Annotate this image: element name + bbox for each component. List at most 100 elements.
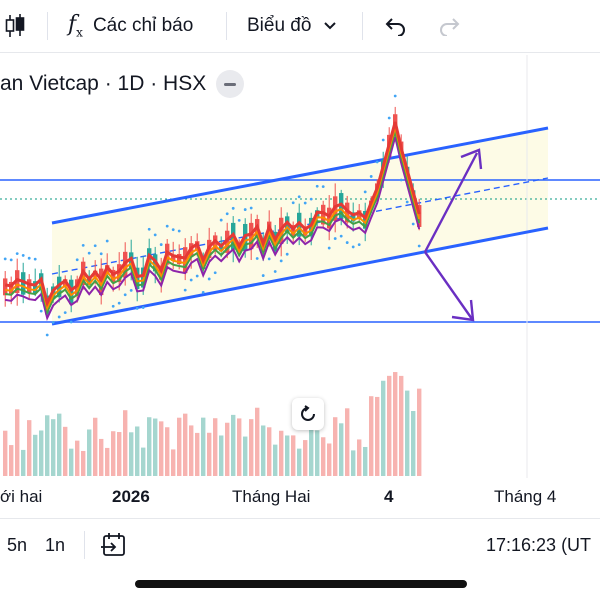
psar-dot: [237, 219, 241, 222]
undo-button[interactable]: [383, 0, 407, 52]
ma-orange-line: [5, 126, 421, 311]
psar-dot: [105, 239, 109, 243]
candle-body: [303, 226, 308, 236]
psar-dot: [195, 274, 199, 278]
psar-dot: [249, 206, 253, 210]
psar-dot: [207, 277, 211, 281]
psar-dot: [45, 333, 49, 337]
psar-dot: [267, 257, 271, 261]
psar-dot: [201, 290, 205, 294]
psar-dot: [309, 197, 313, 201]
volume-bar: [123, 410, 128, 476]
price-chart[interactable]: [0, 53, 600, 508]
volume-bar: [357, 439, 362, 476]
reset-chart-button[interactable]: [292, 398, 324, 430]
range-5n-label: 5n: [7, 534, 28, 555]
home-indicator: [135, 580, 467, 588]
chevron-down-icon: [324, 22, 337, 30]
psar-dot: [321, 185, 325, 189]
candle-body: [27, 279, 32, 294]
volume-bar: [291, 435, 296, 476]
psar-dot: [75, 258, 79, 262]
psar-dot: [399, 178, 403, 182]
psar-dot: [123, 293, 127, 297]
psar-dot: [405, 200, 409, 204]
candle-body: [9, 281, 14, 294]
candle-body: [33, 281, 38, 294]
psar-dot: [63, 311, 67, 315]
range-1n-button[interactable]: 1n: [45, 519, 65, 571]
symbol-header[interactable]: an Vietcap · 1D · HSX: [0, 70, 245, 98]
time-axis-label: ới hai: [0, 487, 43, 506]
ma-purple-line: [5, 136, 421, 321]
time-axis-label: Tháng 4: [494, 487, 557, 506]
volume-bar: [393, 372, 398, 476]
redo-button[interactable]: [438, 0, 462, 52]
psar-dot: [225, 212, 229, 216]
candle-body: [249, 222, 254, 250]
psar-dot: [51, 321, 55, 324]
psar-dot: [273, 270, 277, 273]
calendar-arrow-icon: [101, 533, 125, 556]
volume-bar: [375, 396, 380, 476]
volume-bar: [165, 427, 170, 476]
volume-bar: [147, 417, 152, 476]
volume-bar: [99, 438, 104, 476]
psar-dot: [303, 201, 307, 205]
psar-dot: [279, 259, 283, 263]
psar-dot: [135, 307, 139, 310]
range-5n-button[interactable]: 5n: [7, 519, 27, 571]
symbol-title: an Vietcap · 1D · HSX: [0, 72, 207, 95]
chart-type-button[interactable]: Biểu đồ: [247, 0, 337, 52]
psar-dot: [231, 206, 235, 210]
psar-dot: [261, 274, 265, 277]
ma-green-line: [5, 130, 421, 315]
volume-bar: [333, 417, 338, 476]
psar-dot: [177, 229, 181, 233]
psar-dots: [3, 94, 421, 337]
volume-bar: [117, 432, 122, 476]
psar-dot: [243, 208, 247, 211]
volume-bar: [237, 418, 242, 476]
psar-dot: [27, 256, 31, 260]
psar-dot: [111, 304, 115, 308]
volume-bar: [231, 414, 236, 476]
ma-red-line: [4, 121, 421, 308]
volume-bar: [345, 408, 350, 476]
volume-bar: [297, 448, 302, 476]
chart-type-label: Biểu đồ: [247, 15, 312, 36]
volume-bars: [3, 372, 422, 476]
psar-dot: [183, 288, 187, 292]
psar-dot: [285, 252, 289, 256]
psar-dot: [369, 175, 373, 178]
clock-timezone[interactable]: 17:16:23 (UT: [486, 519, 591, 571]
psar-dot: [153, 233, 157, 237]
psar-dot: [393, 94, 397, 98]
volume-bar: [387, 375, 392, 476]
psar-dot: [39, 309, 43, 313]
psar-dot: [219, 218, 223, 222]
volume-bar: [417, 388, 422, 476]
volume-bar: [81, 450, 86, 476]
psar-dot: [255, 257, 259, 260]
time-axis-label: 4: [384, 487, 394, 506]
psar-dot: [15, 252, 19, 256]
volume-bar: [93, 417, 98, 476]
volume-bar: [111, 431, 116, 476]
volume-bar: [243, 436, 248, 476]
candles-icon[interactable]: [4, 0, 26, 52]
volume-bar: [255, 407, 260, 476]
psar-dot: [315, 184, 319, 188]
indicators-button[interactable]: fx Các chỉ báo: [68, 0, 193, 52]
psar-dot: [33, 257, 37, 261]
volume-bar: [87, 429, 92, 476]
psar-dot: [171, 228, 175, 232]
candle-body: [327, 207, 332, 229]
scenario-arrows: [423, 148, 483, 322]
volume-bar: [285, 435, 290, 476]
candle-body: [75, 279, 80, 297]
go-to-date-button[interactable]: [100, 519, 128, 571]
time-axis-label: 2026: [112, 487, 150, 506]
psar-dot: [117, 301, 121, 305]
collapse-button[interactable]: [216, 70, 245, 98]
